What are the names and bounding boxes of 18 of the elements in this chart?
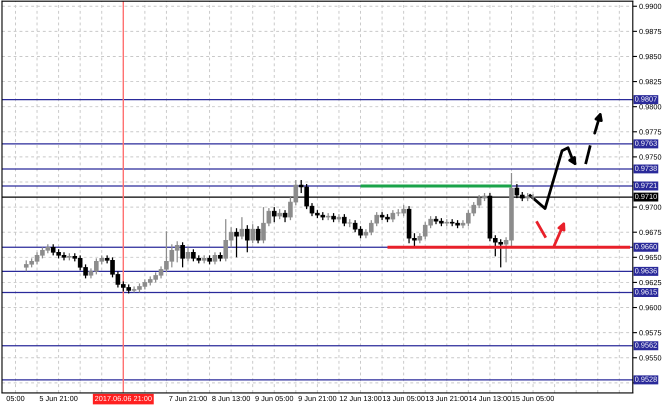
candlestick [347,218,352,228]
candlestick [186,246,190,262]
candlestick [342,214,347,227]
candlestick [240,216,244,240]
candlestick [272,206,277,223]
candlestick [282,209,288,223]
candlestick [207,254,212,265]
candlestick [212,252,218,265]
candlestick [277,208,282,220]
candlestick [234,228,239,258]
candlestick [245,224,250,253]
candlestick [218,252,223,262]
candlestick [250,224,255,244]
candlestick [326,212,330,221]
candlestick [180,242,185,268]
candlestick [444,218,450,227]
candlestick [256,226,260,244]
candlestick [331,212,336,223]
